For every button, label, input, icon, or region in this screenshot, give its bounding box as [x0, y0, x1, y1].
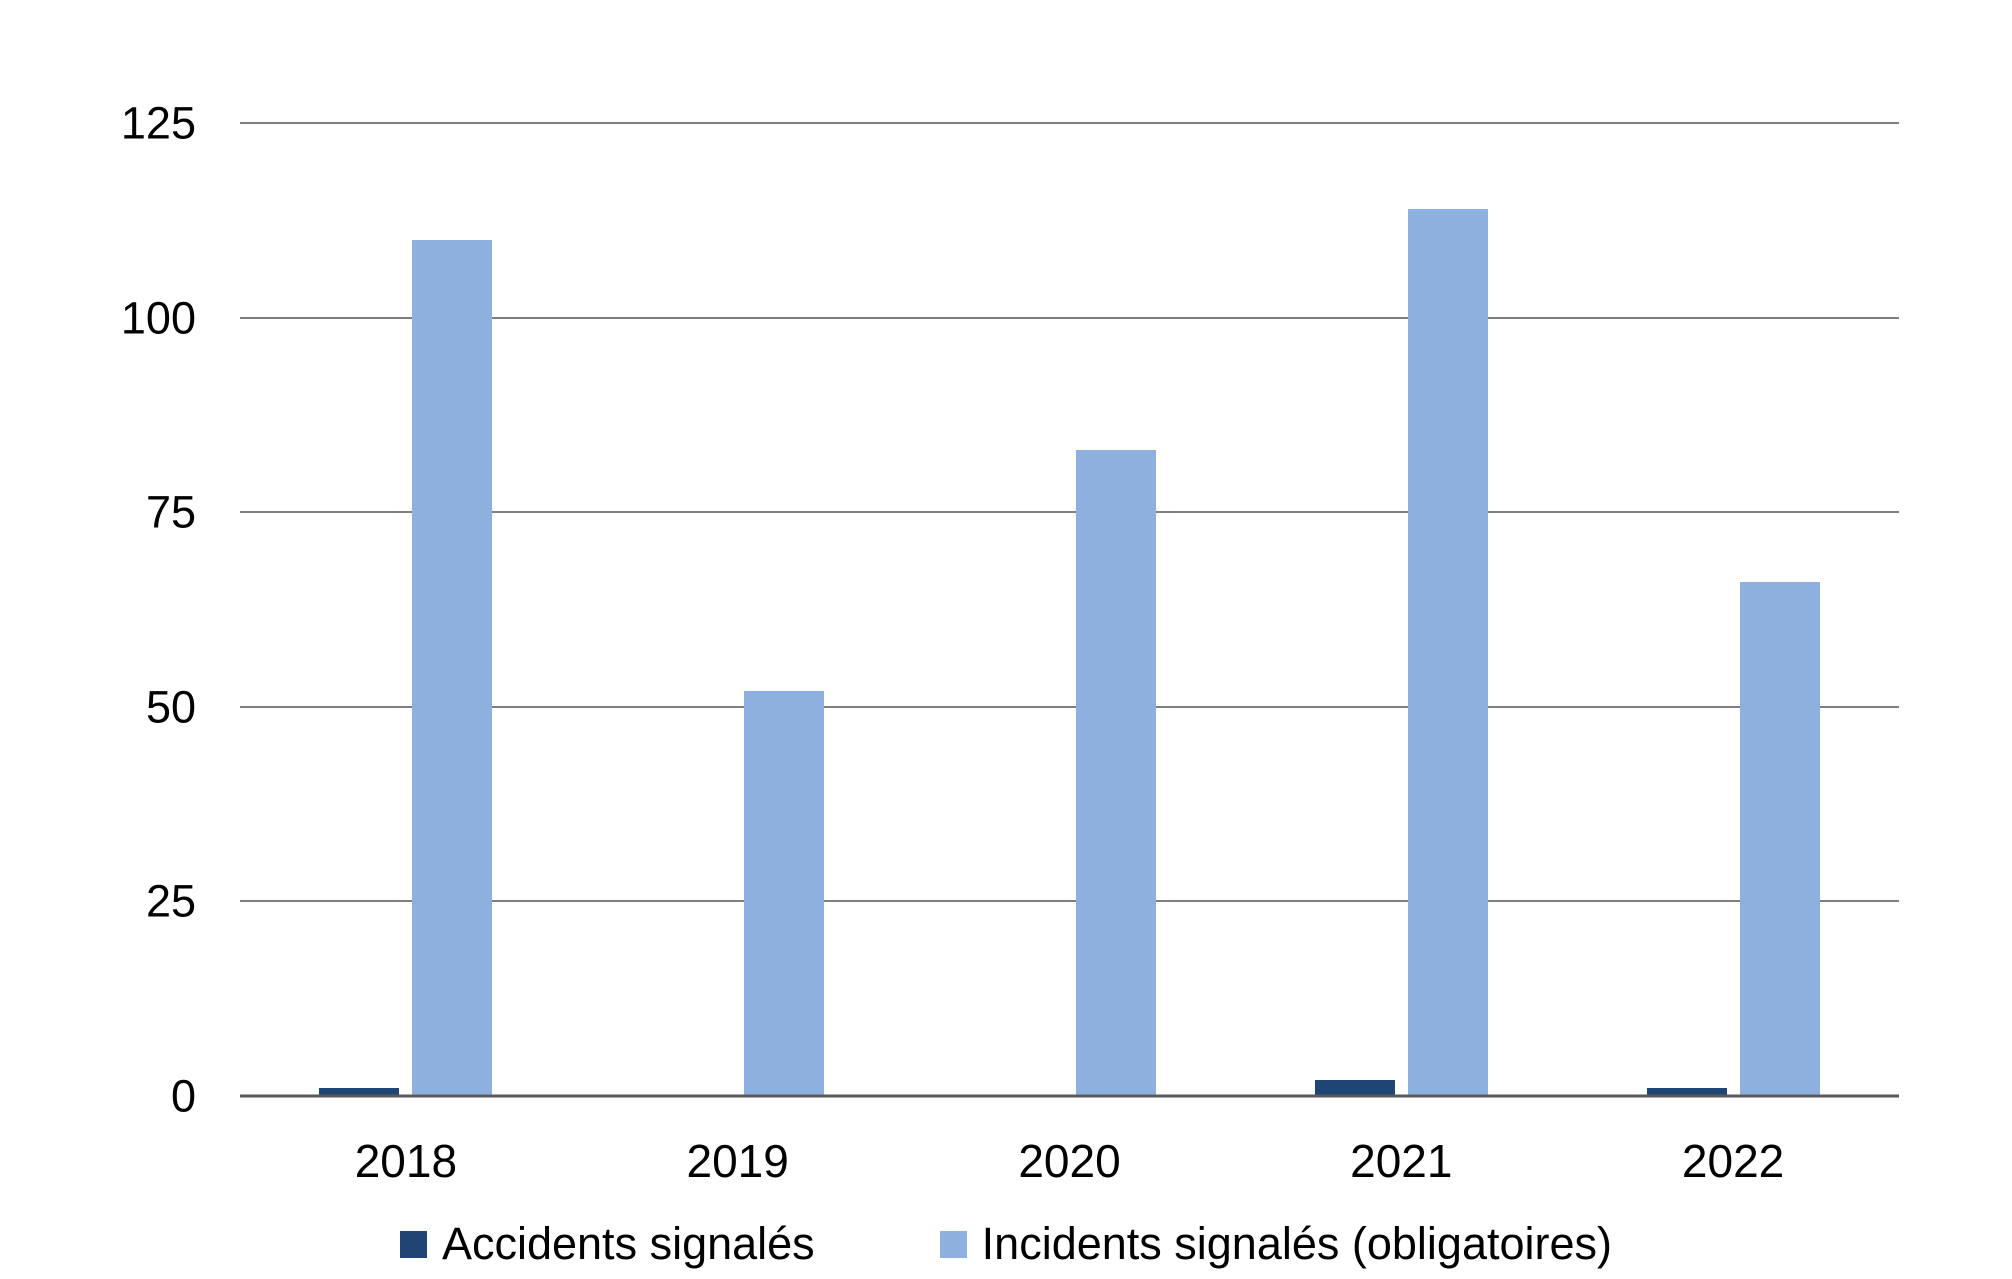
legend-swatch-2 [939, 1230, 967, 1258]
y-tick-label-50: 50 [145, 681, 196, 733]
y-tick-label-25: 25 [145, 875, 196, 927]
gridline-50 [240, 705, 1899, 708]
bar-series1-2021 [1314, 1080, 1395, 1096]
x-tick-label-2020: 2020 [1018, 1135, 1121, 1187]
gridline-75 [240, 511, 1899, 514]
x-tick-label-2018: 2018 [354, 1135, 458, 1187]
gridline-100 [240, 316, 1899, 319]
plot-area [240, 122, 1899, 1098]
y-axis-labels: 0 25 50 75 100 125 [0, 101, 196, 1119]
bar-series1-2018 [319, 1088, 400, 1096]
legend-swatch-1 [399, 1230, 427, 1258]
x-tick-label-2019: 2019 [686, 1135, 789, 1187]
legend-item-1: Accidents signalés [399, 1218, 815, 1270]
y-tick-label-0: 0 [170, 1070, 196, 1122]
bar-series2-2021 [1407, 208, 1488, 1096]
legend-label-1: Accidents signalés [441, 1218, 815, 1269]
gridline-25 [240, 900, 1899, 903]
bar-series2-2020 [1076, 449, 1156, 1096]
bar-series2-2019 [744, 691, 825, 1096]
bar-series2-2022 [1739, 582, 1820, 1096]
y-tick-label-125: 125 [120, 97, 196, 149]
gridline-125 [240, 122, 1899, 124]
legend: Accidents signalés Incidents signalés (ob… [0, 1218, 2012, 1270]
legend-item-2: Incidents signalés (obligatoires) [939, 1218, 1613, 1270]
x-tick-label-2021: 2021 [1350, 1135, 1453, 1187]
x-axis-line [240, 1094, 1899, 1098]
y-tick-label-75: 75 [145, 486, 196, 538]
bar-series2-2018 [412, 239, 493, 1096]
x-tick-label-2022: 2022 [1681, 1135, 1785, 1187]
y-tick-label-100: 100 [120, 292, 196, 344]
legend-label-2: Incidents signalés (obligatoires) [981, 1218, 1613, 1269]
x-axis-labels: 2018 2019 2020 2021 2022 [240, 1096, 1899, 1186]
bar-series1-2022 [1646, 1088, 1727, 1096]
